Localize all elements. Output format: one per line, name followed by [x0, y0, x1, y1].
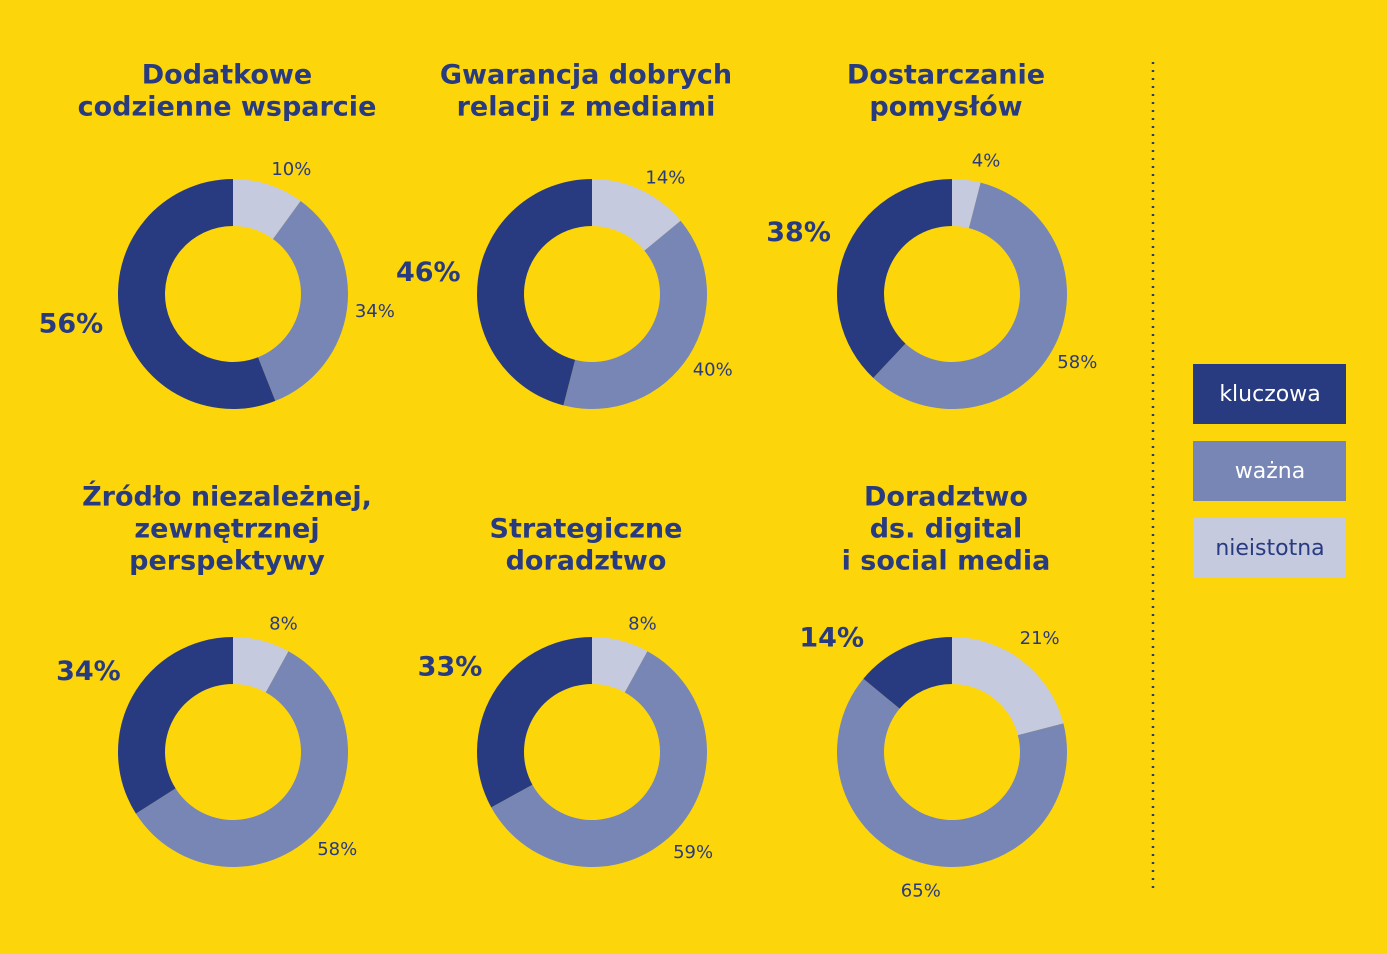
value-label-main: 56% — [39, 308, 104, 339]
value-label-main: 14% — [799, 623, 864, 654]
value-label: 65% — [901, 881, 941, 902]
donut-segment — [258, 200, 348, 401]
chart-title: Strategiczne — [490, 514, 683, 545]
legend-label: kluczowa — [1219, 382, 1320, 407]
chart-title: doradztwo — [506, 546, 667, 577]
donut-segment — [135, 651, 348, 867]
donut-segment — [477, 637, 592, 808]
donut-segment — [952, 178, 981, 229]
donut-segment — [233, 179, 301, 239]
value-label: 59% — [673, 842, 713, 863]
chart-title: i social media — [842, 546, 1051, 577]
donut-segment — [117, 637, 233, 814]
chart-title: perspektywy — [129, 546, 325, 577]
chart-title: Dostarczanie — [847, 60, 1045, 91]
donut-segment — [873, 182, 1067, 409]
chart-title: codzienne wsparcie — [78, 92, 377, 123]
legend-label: nieistotna — [1215, 536, 1324, 561]
donut-segment — [592, 637, 648, 693]
value-label: 10% — [271, 159, 311, 180]
legend-swatch — [1193, 518, 1346, 578]
legend-label: ważna — [1235, 459, 1305, 484]
legend-swatch — [1193, 364, 1346, 424]
chart-title: Dodatkowe — [142, 60, 312, 91]
donut-segment — [592, 179, 681, 251]
donut-segment — [563, 220, 707, 409]
legend-swatch — [1193, 441, 1346, 501]
value-label-main: 34% — [56, 656, 121, 687]
value-label: 21% — [1020, 628, 1060, 649]
value-label: 58% — [1057, 352, 1097, 373]
value-label: 8% — [269, 614, 298, 635]
donut-segment — [117, 179, 276, 409]
donut-segment — [491, 651, 707, 868]
value-label-main: 38% — [766, 217, 831, 248]
value-label: 40% — [693, 360, 733, 381]
chart-title: Gwarancja dobrych — [440, 60, 732, 91]
value-label-main: 46% — [396, 257, 461, 288]
donut-segment — [837, 179, 952, 378]
donut-segment — [233, 637, 289, 693]
value-label: 58% — [317, 839, 357, 860]
chart-title: zewnętrznej — [134, 514, 319, 545]
chart-title: ds. digital — [870, 514, 1023, 545]
donut-segment — [837, 678, 1067, 867]
donut-segment — [476, 179, 592, 406]
value-label: 8% — [628, 614, 657, 635]
value-label: 14% — [645, 167, 685, 188]
value-label-main: 33% — [418, 652, 483, 683]
chart-title: pomysłów — [869, 92, 1022, 123]
donut-segment — [863, 637, 952, 709]
chart-title: Doradztwo — [864, 482, 1028, 513]
chart-title: relacji z mediami — [457, 92, 716, 123]
value-label: 4% — [972, 150, 1001, 171]
value-label: 34% — [355, 301, 395, 322]
chart-title: Źródło niezależnej, — [82, 481, 372, 513]
donut-segment — [952, 637, 1064, 736]
